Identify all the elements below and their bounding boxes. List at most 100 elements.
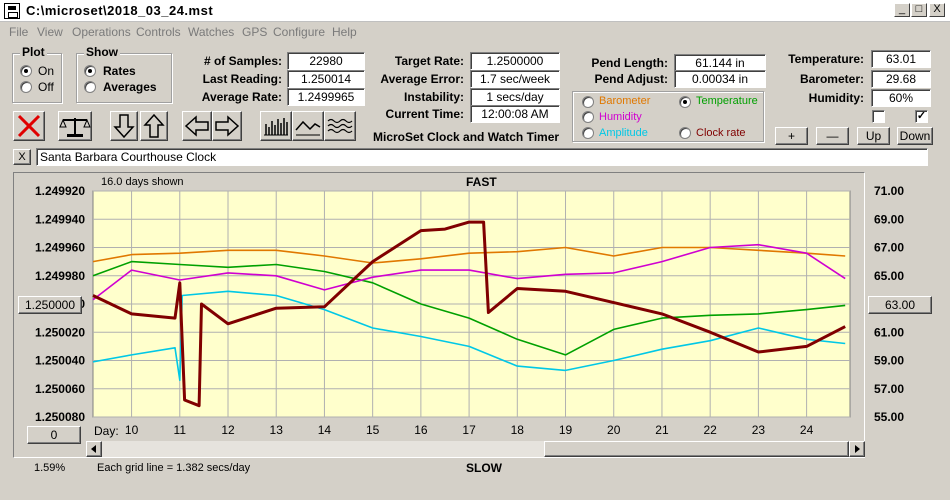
scroll-left-button[interactable] xyxy=(86,441,102,457)
menu-view[interactable]: View xyxy=(37,25,63,39)
y-right-tick-label: 69.00 xyxy=(874,212,904,226)
show-averages-radio[interactable] xyxy=(84,81,96,93)
y-left-tick-label: 1.250060 xyxy=(35,382,85,396)
arrow-up-button[interactable] xyxy=(140,111,168,141)
clock-name-field[interactable]: Santa Barbara Courthouse Clock xyxy=(36,148,928,166)
day-offset-button[interactable]: 0 xyxy=(27,426,81,444)
up-button[interactable]: Up xyxy=(857,127,890,145)
stop-button[interactable] xyxy=(13,111,45,141)
barometer-radio[interactable] xyxy=(582,96,594,108)
y-left-tick-label: 1.249960 xyxy=(35,241,85,255)
barometer-field: 29.68 xyxy=(871,70,931,88)
arrow-left-button[interactable] xyxy=(182,111,212,141)
x-tick-label: 15 xyxy=(366,423,380,437)
y-right-tick-label: 59.00 xyxy=(874,354,904,368)
humidity-radio[interactable] xyxy=(582,111,594,123)
grid-note-label: Each grid line = 1.382 secs/day xyxy=(97,462,251,474)
x-tick-label: 14 xyxy=(318,423,332,437)
plot-off-radio[interactable] xyxy=(20,81,32,93)
menu-operations[interactable]: Operations xyxy=(72,25,131,39)
line-graph-button[interactable] xyxy=(292,111,324,141)
scroll-right-button[interactable] xyxy=(849,441,865,457)
series-line-4 xyxy=(92,220,846,408)
clock-rate-radio[interactable] xyxy=(679,127,691,139)
chart-grid xyxy=(92,190,851,418)
down-button[interactable]: Down xyxy=(897,127,933,145)
menu-configure[interactable]: Configure xyxy=(273,25,326,39)
maximize-button[interactable]: □ xyxy=(911,3,927,17)
temperature-radio[interactable] xyxy=(679,96,691,108)
window-title: C:\microset\2018_03_24.mst xyxy=(26,3,214,18)
plot-on-label: On xyxy=(38,64,55,78)
menu-gps[interactable]: GPS xyxy=(242,25,268,39)
menu-bar: File View Operations Controls Watches GP… xyxy=(0,22,950,42)
checkbox-left[interactable] xyxy=(872,110,885,123)
menu-file[interactable]: File xyxy=(9,25,29,39)
arrow-down-icon xyxy=(113,114,135,139)
amplitude-radio[interactable] xyxy=(582,127,594,139)
temperature-field: 63.01 xyxy=(871,50,931,68)
arrow-right-icon xyxy=(215,115,240,137)
balance-button[interactable] xyxy=(58,111,92,141)
scroll-right-icon xyxy=(855,445,860,453)
plus-button[interactable]: + xyxy=(775,127,808,145)
bar-graph-button[interactable] xyxy=(260,111,292,141)
minimize-button[interactable]: _ xyxy=(894,3,910,17)
title-bar: C:\microset\2018_03_24.mst _ □ X xyxy=(0,0,950,22)
current-time-label: Current Time: xyxy=(385,107,464,121)
clear-clock-name-button[interactable]: X xyxy=(13,149,31,165)
x-tick-label: 19 xyxy=(559,423,573,437)
last-reading-label: Last Reading: xyxy=(202,72,282,86)
plot-off-label: Off xyxy=(38,80,54,94)
samples-field: 22980 xyxy=(287,52,365,70)
target-rate-field[interactable]: 1.2500000 xyxy=(470,52,560,70)
y-right-tick-label: 55.00 xyxy=(874,410,904,424)
right-axis-center-button[interactable]: 63.00 xyxy=(868,296,932,314)
chart-scrollbar[interactable] xyxy=(86,441,865,457)
average-error-label: Average Error: xyxy=(380,72,464,86)
chart-series xyxy=(92,220,846,408)
barometer-label: Barometer: xyxy=(799,72,864,86)
y-right-tick-label: 65.00 xyxy=(874,269,904,283)
percent-label: 1.59% xyxy=(34,462,66,474)
arrow-down-button[interactable] xyxy=(110,111,138,141)
sensor-select-group xyxy=(572,91,764,142)
series-line-1 xyxy=(92,260,846,356)
menu-help[interactable]: Help xyxy=(332,25,357,39)
x-tick-label: 12 xyxy=(221,423,235,437)
instability-label: Instability: xyxy=(403,90,464,104)
arrow-right-button[interactable] xyxy=(212,111,242,141)
scroll-thumb[interactable] xyxy=(544,441,849,457)
pend-length-field[interactable]: 61.144 in xyxy=(674,54,766,72)
clock-rate-option-label: Clock rate xyxy=(696,127,746,139)
average-rate-label: Average Rate: xyxy=(201,90,282,104)
line-graph-icon xyxy=(295,120,321,136)
left-axis-center-button[interactable]: 1.250000 xyxy=(18,296,82,314)
pend-adjust-field[interactable]: 0.00034 in xyxy=(674,70,766,88)
x-tick-label: 21 xyxy=(655,423,669,437)
target-rate-label: Target Rate: xyxy=(394,54,464,68)
y-right-tick-label: 67.00 xyxy=(874,241,904,255)
menu-watches[interactable]: Watches xyxy=(188,25,235,39)
x-tick-label: 18 xyxy=(511,423,525,437)
menu-controls[interactable]: Controls xyxy=(136,25,181,39)
fast-label: FAST xyxy=(466,175,497,189)
close-button[interactable]: X xyxy=(929,3,945,17)
arrow-up-icon xyxy=(143,113,165,138)
pend-adjust-label: Pend Adjust: xyxy=(594,72,668,86)
checkbox-right[interactable]: ✓ xyxy=(915,110,928,123)
minus-button[interactable]: — xyxy=(816,127,849,145)
humidity-label: Humidity: xyxy=(808,91,864,105)
x-tick-label: 23 xyxy=(752,423,766,437)
current-time-field: 12:00:08 AM xyxy=(470,105,560,123)
wave-graph-button[interactable] xyxy=(324,111,356,141)
temperature-label: Temperature: xyxy=(788,52,864,66)
show-rates-radio[interactable] xyxy=(84,65,96,77)
slow-label: SLOW xyxy=(466,461,502,475)
y-right-tick-label: 57.00 xyxy=(874,382,904,396)
days-shown-label: 16.0 days shown xyxy=(101,176,184,188)
bar-graph-icon xyxy=(264,118,288,136)
y-left-tick-label: 1.249980 xyxy=(35,269,85,283)
plot-on-radio[interactable] xyxy=(20,65,32,77)
